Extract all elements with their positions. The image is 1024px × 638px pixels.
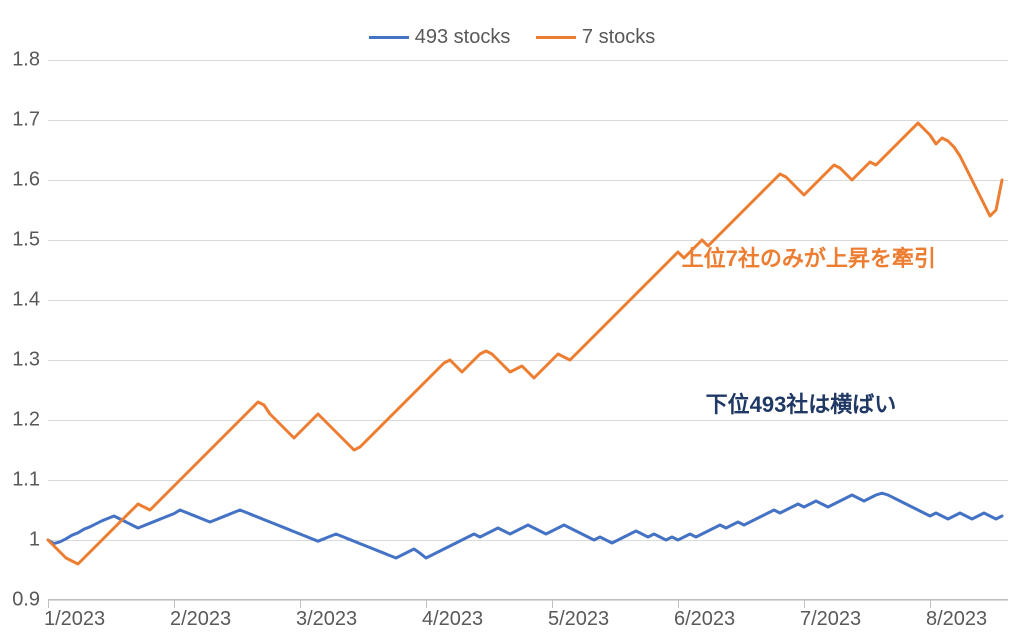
- y-tick-label: 1.8: [12, 49, 48, 72]
- legend-item-7: 7 stocks: [536, 26, 655, 49]
- y-tick-label: 1.1: [12, 469, 48, 492]
- x-tick-label: 7/2023: [800, 600, 861, 631]
- legend-label-7: 7 stocks: [582, 26, 655, 49]
- x-tick-label: 6/2023: [674, 600, 735, 631]
- y-tick-label: 1: [29, 529, 48, 552]
- series-line: [48, 493, 1002, 558]
- x-tick-label: 4/2023: [422, 600, 483, 631]
- plot-area: 0.911.11.21.31.41.51.61.71.81/20232/2023…: [48, 60, 1008, 600]
- chart-container: 493 stocks 7 stocks 0.911.11.21.31.41.51…: [0, 0, 1024, 638]
- y-tick-label: 1.3: [12, 349, 48, 372]
- line-svg: [48, 60, 1008, 600]
- x-tick-label: 2/2023: [170, 600, 231, 631]
- x-tick-label: 8/2023: [926, 600, 987, 631]
- y-tick-label: 1.6: [12, 169, 48, 192]
- legend-swatch-493: [369, 36, 409, 39]
- y-tick-label: 1.7: [12, 109, 48, 132]
- legend-swatch-7: [536, 36, 576, 39]
- chart-annotation: 下位493社は横ばい: [706, 387, 897, 419]
- y-tick-label: 1.4: [12, 289, 48, 312]
- y-tick-label: 1.5: [12, 229, 48, 252]
- x-tick-label: 3/2023: [296, 600, 357, 631]
- legend-item-493: 493 stocks: [369, 26, 511, 49]
- chart-annotation: 上位7社のみが上昇を牽引: [682, 241, 936, 273]
- x-tick-label: 5/2023: [548, 600, 609, 631]
- x-tick-label: 1/2023: [44, 600, 105, 631]
- y-tick-label: 1.2: [12, 409, 48, 432]
- legend-label-493: 493 stocks: [415, 26, 511, 49]
- legend: 493 stocks 7 stocks: [0, 22, 1024, 49]
- y-tick-label: 0.9: [12, 589, 48, 612]
